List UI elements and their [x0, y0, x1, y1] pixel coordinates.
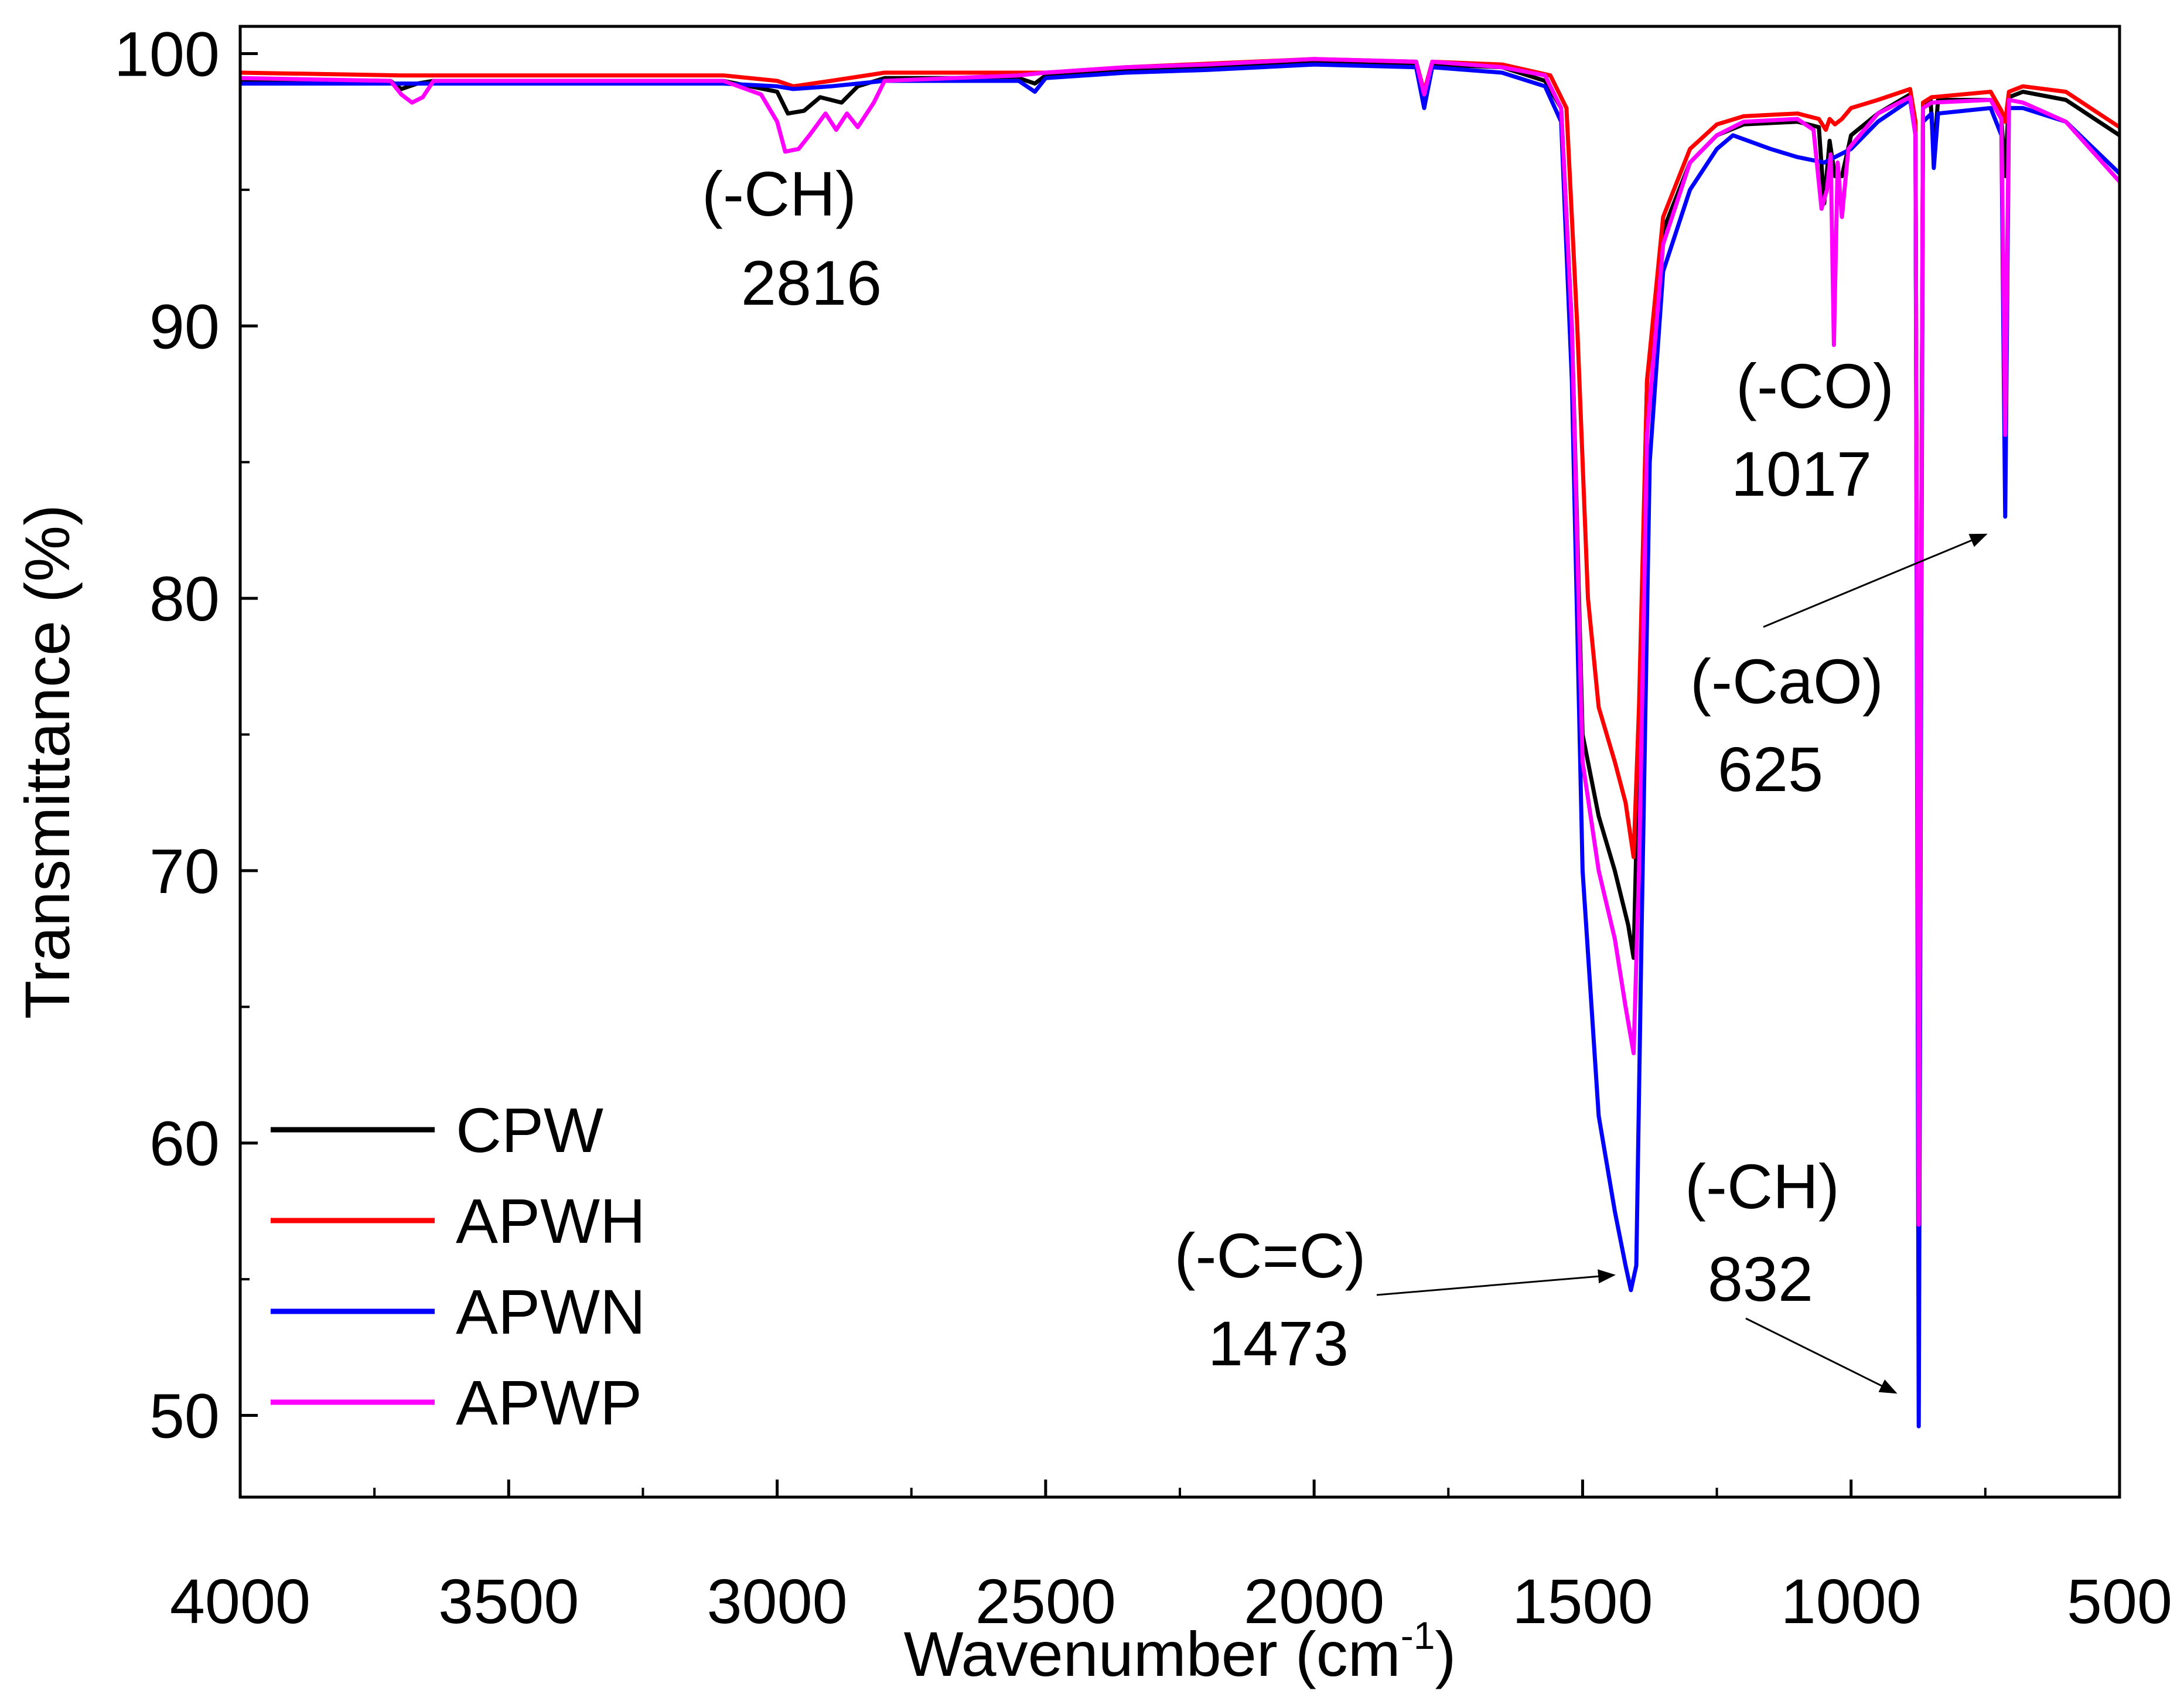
y-tick-label: 50	[149, 1381, 220, 1451]
annotation-ch-832: (-CH) 832	[1685, 1151, 1898, 1394]
legend-label-apwn: APWN	[456, 1276, 646, 1347]
annotation-cc-1473: (-C=C) 1473	[1175, 1220, 1616, 1379]
annotation-cao-625-label: (-CaO)	[1690, 646, 1883, 717]
annotation-cc-1473-arrow	[1376, 1269, 1616, 1296]
x-tick-label: 1000	[1781, 1566, 1922, 1637]
annotation-cc-1473-value: 1473	[1208, 1308, 1349, 1379]
y-tick-label: 70	[149, 836, 220, 906]
annotation-co-1017: (-CO) 1017	[1731, 350, 1894, 509]
x-axis-title: Wavenumber (cm-1)	[904, 1614, 1456, 1689]
x-tick-label: 2000	[1244, 1566, 1384, 1637]
series-layer	[240, 57, 2121, 1429]
x-tick-label: 500	[2067, 1566, 2172, 1637]
annotation-ch-2816-label: (-CH)	[702, 158, 856, 229]
legend-label-apwp: APWP	[456, 1367, 642, 1438]
x-tick-label: 2500	[975, 1566, 1116, 1637]
series-line-apwn	[240, 62, 2121, 1429]
annotation-cc-1473-label: (-C=C)	[1175, 1220, 1366, 1291]
annotation-cao-625-value: 625	[1718, 734, 1823, 805]
x-tick-label: 3500	[438, 1566, 579, 1637]
y-tick-label: 90	[149, 291, 220, 362]
annotation-ch-832-value: 832	[1708, 1243, 1813, 1314]
axis-layer: 4000 3500 3000 2500 2000 1500 1000 500 50 60 70 80 9…	[114, 18, 2172, 1637]
x-tick-label: 4000	[170, 1566, 310, 1637]
x-axis-title-close: )	[1435, 1618, 1456, 1689]
annotation-ch-832-arrow	[1745, 1317, 1898, 1394]
legend: CPW APWH APWN APWP	[271, 1095, 646, 1438]
annotation-cao-625-arrow	[1763, 533, 1988, 628]
annotation-ch-832-label: (-CH)	[1685, 1151, 1840, 1222]
annotation-cao-625: (-CaO) 625	[1690, 533, 1988, 805]
x-axis-title-main: Wavenumber (cm	[904, 1618, 1401, 1689]
y-tick-label: 80	[149, 563, 220, 634]
x-axis-title-superscript: -1	[1401, 1614, 1435, 1657]
annotation-ch-2816-value: 2816	[741, 247, 882, 318]
legend-label-cpw: CPW	[456, 1095, 603, 1165]
annotation-ch-2816: (-CH) 2816	[702, 158, 882, 318]
annotation-co-1017-value: 1017	[1731, 438, 1872, 509]
series-line-apwp	[240, 57, 2121, 1227]
y-tick-label: 100	[114, 18, 220, 89]
y-axis-title: Transmittance (%)	[12, 505, 83, 1019]
y-tick-label: 60	[149, 1108, 220, 1179]
legend-label-apwh: APWH	[456, 1185, 646, 1256]
x-tick-label: 3000	[707, 1566, 847, 1637]
x-tick-label: 1500	[1512, 1566, 1653, 1637]
annotation-co-1017-label: (-CO)	[1736, 350, 1894, 421]
